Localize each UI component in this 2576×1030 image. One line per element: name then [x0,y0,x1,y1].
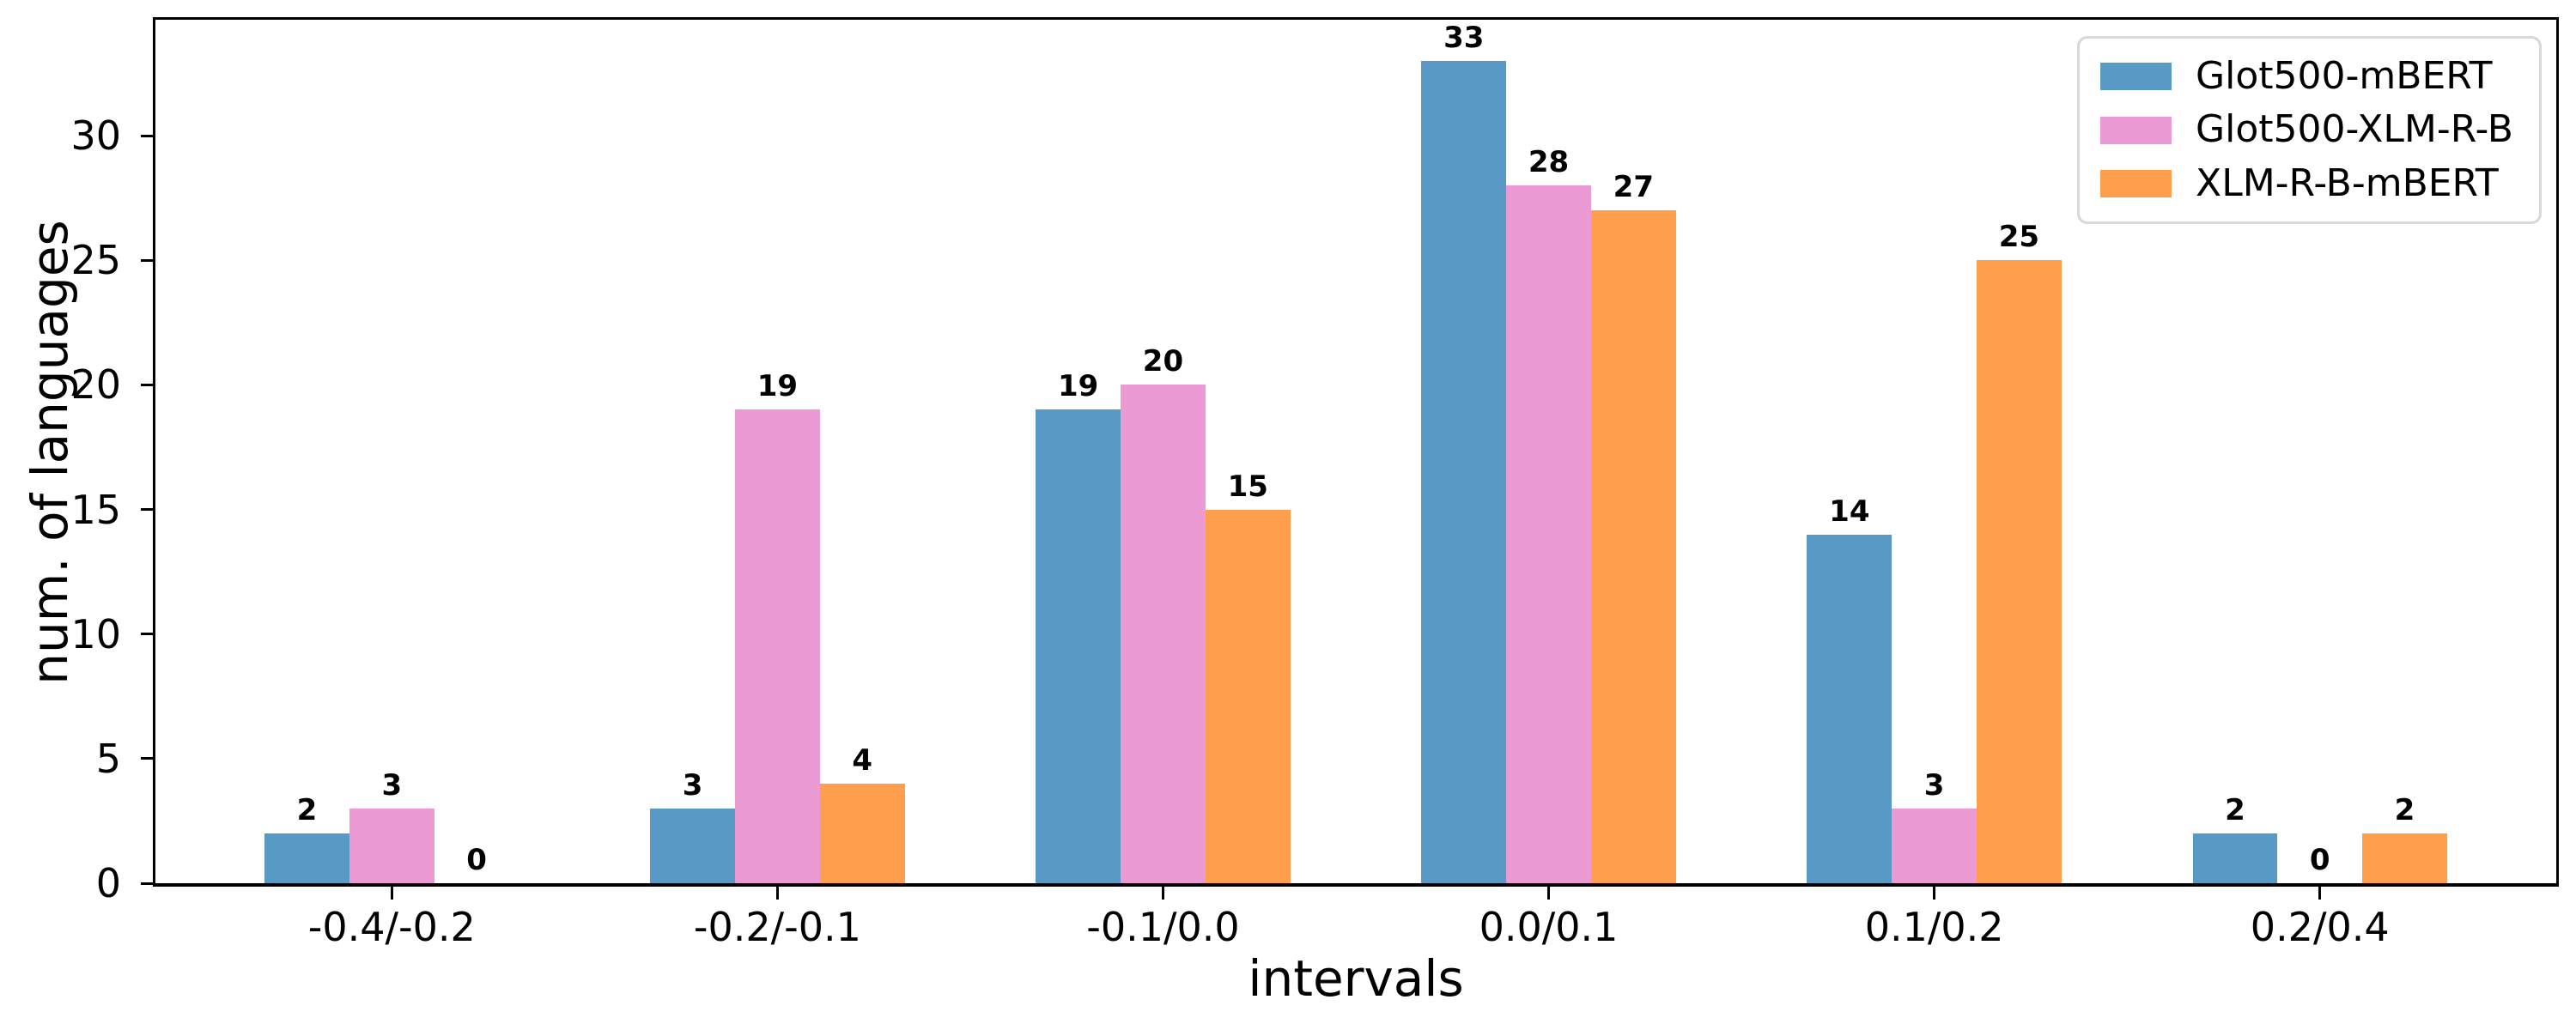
x-tick-label: 0.0/0.1 [1479,904,1619,950]
bar-value-label: 4 [852,742,873,778]
x-tick-label: -0.1/0.0 [1086,904,1240,950]
bar-value-label: 19 [756,369,799,404]
bar [1121,385,1206,883]
bar-value-label: 25 [1998,220,2040,255]
bar-value-label: 20 [1142,344,1184,379]
x-tick [2318,887,2322,900]
bar [1807,534,1893,883]
bar-value-label: 19 [1057,369,1099,404]
x-tick-label: 0.2/0.4 [2250,904,2390,950]
legend-item: Glot500-XLM-R-B [2100,107,2513,152]
bar [264,833,349,883]
bar-value-label: 0 [466,843,487,877]
bar-value-label: 0 [2309,843,2330,877]
bar-value-label: 33 [1443,20,1485,55]
bar-value-label: 3 [1923,767,1945,803]
bar [1205,509,1291,883]
bar [1590,210,1676,883]
bar-value-label: 3 [381,767,403,803]
bar [1977,260,2062,883]
legend-label: Glot500-mBERT [2196,54,2493,98]
x-tick [1933,887,1936,900]
bar [734,409,820,883]
bar-value-label: 3 [682,767,703,803]
y-tick-label: 10 [70,610,121,657]
legend-label: XLM-R-B-mBERT [2196,161,2499,205]
bar-value-label: 28 [1528,145,1570,180]
legend-swatch [2100,63,2172,91]
legend-swatch [2100,116,2172,144]
legend-swatch [2100,169,2172,197]
bar [1421,60,1507,883]
y-tick-label: 20 [70,361,121,409]
bar [349,808,434,883]
legend-item: XLM-R-B-mBERT [2100,161,2513,205]
x-tick-label: 0.1/0.2 [1864,904,2004,950]
x-tick [1547,887,1551,900]
y-tick [141,882,153,885]
y-tick [141,258,153,262]
y-tick-label: 25 [70,237,121,284]
bar-value-label: 27 [1613,170,1654,205]
bar [1506,185,1591,883]
bar-value-label: 14 [1829,494,1870,529]
x-tick [775,887,779,900]
x-tick [390,887,393,900]
bar-value-label: 2 [296,792,318,827]
y-tick [141,633,153,636]
x-tick [1161,887,1164,900]
bar-value-label: 2 [2225,792,2245,827]
y-tick-label: 0 [95,860,121,906]
bar [2192,833,2278,883]
y-tick-label: 30 [70,112,121,160]
x-tick-label: -0.4/-0.2 [307,904,476,950]
bar-value-label: 2 [2394,792,2415,827]
x-axis-label: intervals [1248,949,1464,1008]
legend-label: Glot500-XLM-R-B [2196,107,2513,152]
bar [819,783,905,883]
y-tick-label: 15 [70,486,121,533]
y-tick [141,383,153,386]
bar-value-label: 15 [1227,469,1268,504]
bar [1892,808,1978,883]
y-tick [141,508,153,512]
y-tick [141,134,153,137]
y-tick [141,757,153,760]
bar [2362,833,2447,883]
bar [1036,409,1121,883]
y-tick-label: 5 [95,735,121,782]
legend: Glot500-mBERT Glot500-XLM-R-B XLM-R-B-mBER… [2077,36,2542,225]
bar [650,808,735,883]
x-tick-label: -0.2/-0.1 [693,904,861,950]
legend-item: Glot500-mBERT [2100,54,2513,98]
